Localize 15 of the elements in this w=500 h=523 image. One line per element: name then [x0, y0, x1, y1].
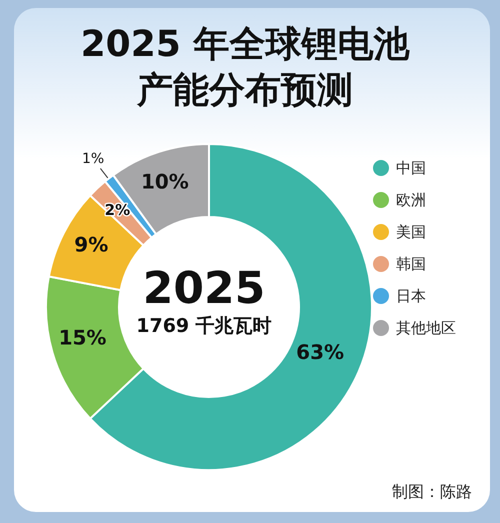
data-label: 9%: [74, 232, 108, 257]
data-label: 63%: [296, 340, 344, 364]
data-label: 15%: [58, 325, 106, 350]
text: 1769 千兆瓦时: [135, 314, 273, 338]
data-label: 10%: [140, 170, 189, 194]
legend-label: 欧洲: [396, 190, 426, 210]
legend-label: 韩国: [396, 254, 426, 274]
legend-label: 其他地区: [396, 318, 456, 338]
text: 2025: [142, 263, 266, 314]
legend-label: 日本: [396, 286, 426, 306]
text: 制图：陈路: [392, 481, 472, 503]
chart-title: 2025 年全球锂电池产能分布预测: [80, 23, 411, 113]
legend-label: 中国: [396, 158, 426, 178]
data-label: 1%: [82, 150, 104, 167]
legend-label: 美国: [396, 222, 426, 242]
